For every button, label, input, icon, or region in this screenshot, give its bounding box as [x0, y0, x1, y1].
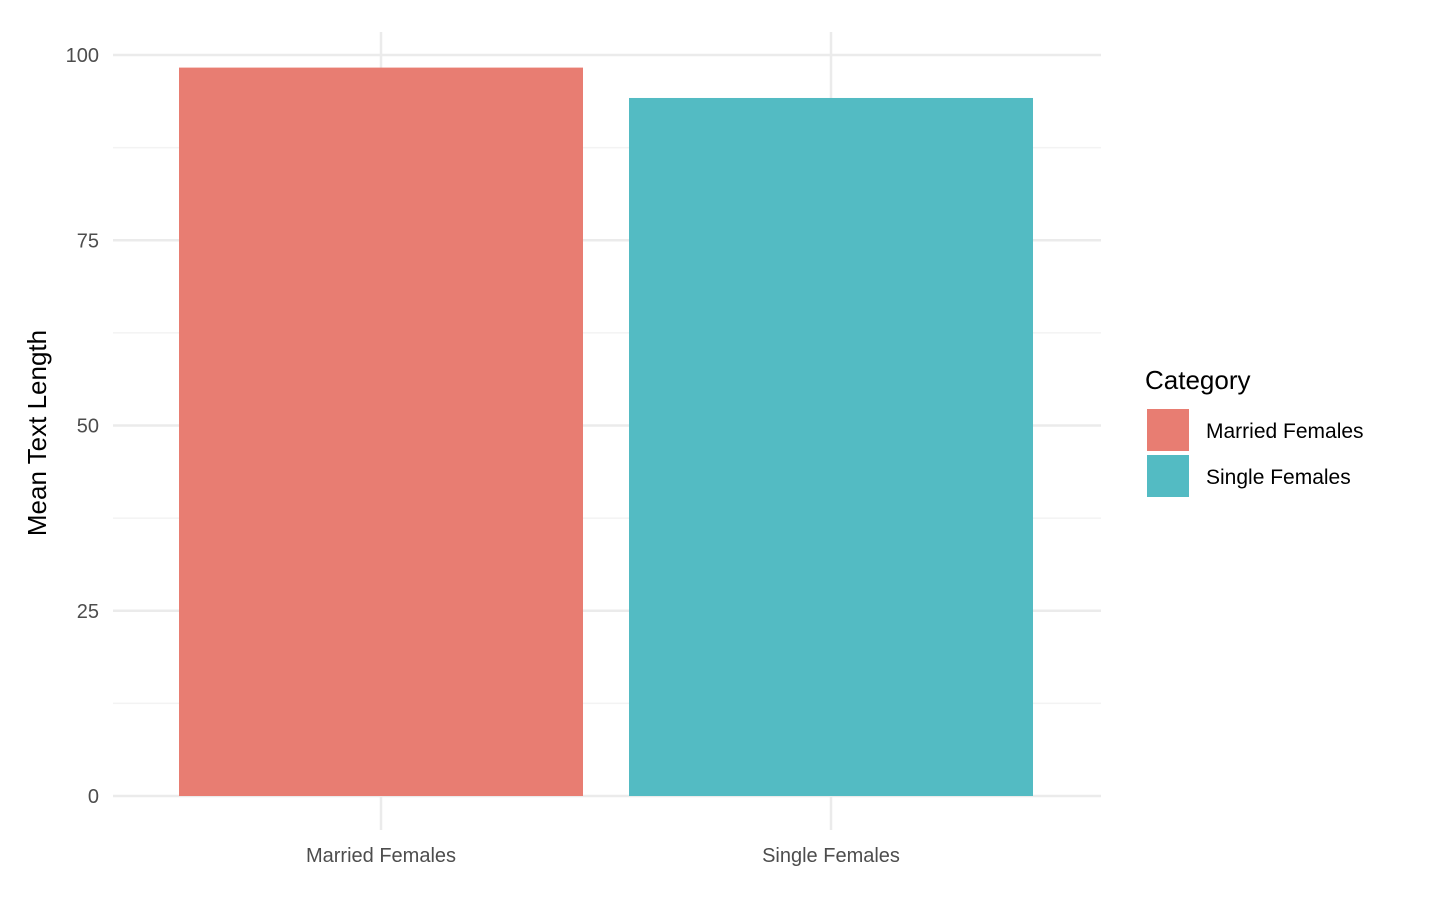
bar-single-females [629, 97, 1033, 796]
legend-entries: Married Females Single Females [1147, 409, 1364, 497]
y-tick-label: 75 [77, 230, 99, 252]
y-tick-label: 100 [66, 45, 99, 67]
bar-married-females [179, 67, 583, 797]
legend-label: Single Females [1206, 466, 1351, 489]
legend-key [1147, 455, 1189, 497]
x-tick-label: Married Females [306, 845, 456, 867]
y-axis-ticks: 0 25 50 75 100 [66, 45, 99, 808]
legend: Category Married Females Single Females [1145, 365, 1364, 497]
y-axis-title: Mean Text Length [22, 330, 52, 536]
y-tick-label: 50 [77, 416, 99, 438]
x-tick-label: Single Females [762, 845, 900, 867]
legend-title: Category [1145, 365, 1251, 395]
x-axis-ticks: Married Females Single Females [306, 845, 900, 867]
legend-key [1147, 409, 1189, 451]
y-tick-label: 25 [77, 601, 99, 623]
y-tick-label: 0 [88, 786, 99, 808]
legend-label: Married Females [1206, 420, 1364, 443]
bars [179, 67, 1033, 797]
